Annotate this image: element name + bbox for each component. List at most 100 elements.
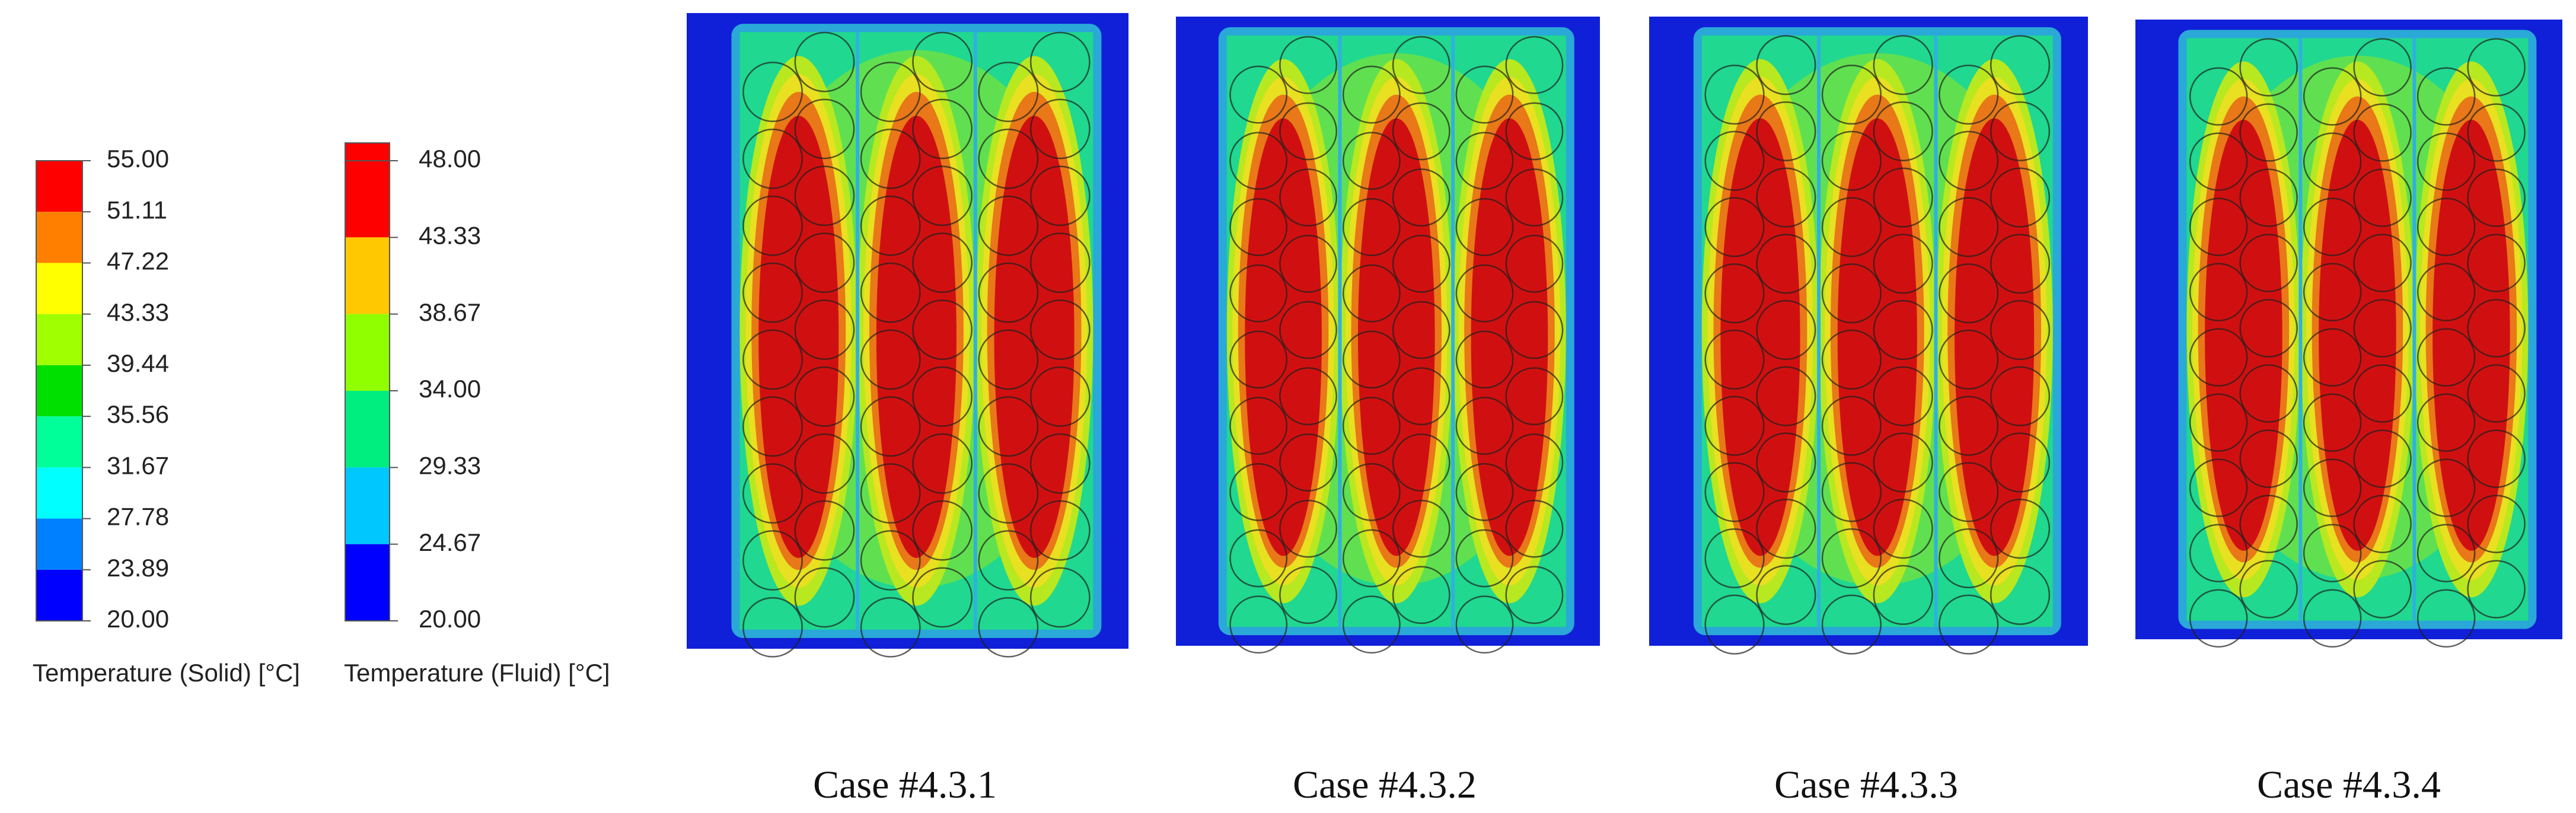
cell-outline [2239,299,2298,358]
cell-outline [1873,499,1933,559]
zone-red [2205,119,2282,551]
cell-outline [1342,198,1401,256]
cell-outline [1939,329,1999,390]
cell-outline [742,597,803,658]
cell-outline [2416,328,2476,387]
cell-outline [1279,168,1337,227]
cell-outline [860,195,921,256]
legend-tick-label: 20.00 [107,605,169,633]
cell-outline [978,195,1039,256]
cell-outline [742,530,803,591]
cell-outline [1392,234,1450,293]
cell-outline [1505,499,1564,558]
cell-outline [2189,393,2248,452]
cell-outline [1990,167,2051,228]
cell-outline [2467,560,2526,618]
cell-outline [1279,433,1337,492]
legend-tick-label: 31.67 [107,451,169,479]
cell-outline [1229,132,1288,190]
cell-outline [860,597,921,658]
case-caption: Case #4.3.2 [1293,763,1477,806]
cell-outline [1279,367,1337,426]
cell-outline [2416,197,2476,256]
cell-outline [1704,197,1765,257]
legend-band [36,569,82,621]
cell-outline [1342,595,1401,654]
cell-outline [1455,397,1514,455]
zone-red [2432,119,2510,551]
cell-outline [1229,264,1288,323]
cell-outline [2353,234,2412,292]
cell-outline [912,433,973,494]
cell-outline [978,530,1039,591]
cell-outline [2189,328,2248,387]
legend-tick-label: 24.67 [419,528,481,556]
zone-red [994,116,1075,558]
legend-tick-label: 23.89 [107,554,169,582]
cell-outline [1455,132,1514,190]
cell-outline [1990,35,2051,95]
legend-tick-label: 29.33 [419,451,481,479]
cell-outline [1392,301,1450,359]
zone-red [1720,118,1800,556]
cell-outline [1342,132,1401,190]
cell-outline [912,366,973,427]
cell-outline [1029,232,1091,294]
cell-outline [2303,263,2362,321]
cell-outline [1990,565,2051,625]
cell-outline [1342,264,1401,323]
cell-outline [2416,458,2476,517]
cell-outline [2239,560,2298,618]
cell-outline [2416,524,2476,582]
cell-outline [1455,65,1514,124]
cell-outline [1873,432,1933,493]
cell-outline [1229,397,1288,455]
legend-tick-label: 43.33 [107,298,169,326]
cell-outline [2303,328,2362,387]
cell-outline [1990,234,2051,294]
zone-red [758,116,839,558]
cell-outline [794,567,855,628]
legend-tick-label: 43.33 [419,221,481,249]
cell-outline [742,195,803,256]
legend-band [345,391,390,468]
legend-band [36,467,82,519]
cell-outline [2467,364,2526,423]
cell-outline [1029,366,1091,427]
cell-outline [2189,67,2248,126]
cell-outline [2303,132,2362,191]
cell-outline [1756,565,1816,625]
cell-outline [1455,264,1514,323]
cell-outline [794,433,855,494]
cell-outline [1704,263,1765,324]
cell-outline [860,262,921,323]
cell-outline [2239,495,2298,553]
cell-outline [1939,64,1999,125]
cell-outline [2353,495,2412,553]
legend-band [345,314,390,391]
cell-outline [1821,197,1882,257]
cell-outline [1939,462,1999,522]
cell-outline [978,262,1039,323]
cell-outline [860,128,921,189]
cell-outline [978,597,1039,658]
cell-outline [1821,396,1882,456]
cell-outline [742,463,803,524]
cell-outline [1392,36,1450,94]
cell-outline [1990,101,2051,161]
cell-outline [1704,130,1765,191]
cell-outline [742,262,803,323]
cell-outline [742,329,803,390]
cell-outline [2353,103,2412,162]
cell-outline [1505,168,1564,227]
cell-outline [2239,38,2298,97]
cell-outline [1939,197,1999,257]
cell-outline [2416,132,2476,191]
cell-outline [2189,197,2248,256]
cell-outline [978,128,1039,189]
cell-outline [2239,364,2298,423]
cell-outline [1392,499,1450,558]
legend-tick-label: 51.11 [107,196,167,224]
zone-red [876,116,957,558]
